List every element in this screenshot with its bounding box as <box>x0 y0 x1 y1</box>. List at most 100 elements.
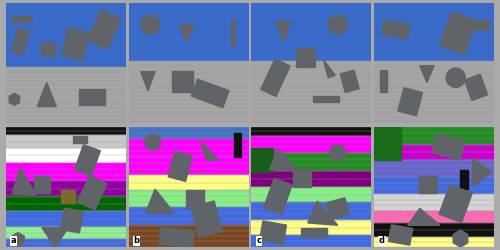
Polygon shape <box>159 228 194 247</box>
Bar <box>6 211 126 226</box>
Polygon shape <box>261 59 290 96</box>
Bar <box>128 126 248 138</box>
Bar <box>252 3 372 67</box>
Bar <box>128 61 248 124</box>
Bar <box>128 157 248 175</box>
Polygon shape <box>312 96 339 102</box>
Polygon shape <box>475 20 489 30</box>
Bar <box>252 235 372 247</box>
Polygon shape <box>191 201 222 237</box>
Polygon shape <box>179 25 194 42</box>
Bar <box>6 135 126 148</box>
Polygon shape <box>11 16 32 22</box>
Text: b: b <box>134 236 140 246</box>
Bar <box>374 177 494 194</box>
Circle shape <box>140 15 160 34</box>
Bar <box>252 153 372 171</box>
Polygon shape <box>432 134 465 160</box>
Polygon shape <box>37 82 56 106</box>
Polygon shape <box>12 28 30 55</box>
Bar <box>6 181 126 196</box>
Polygon shape <box>270 148 297 170</box>
Bar <box>6 238 126 247</box>
Polygon shape <box>460 170 468 189</box>
Bar <box>252 220 372 235</box>
Polygon shape <box>388 225 412 245</box>
Polygon shape <box>234 132 241 157</box>
Polygon shape <box>340 70 359 92</box>
Bar <box>252 61 372 124</box>
Polygon shape <box>264 178 292 214</box>
Polygon shape <box>440 12 476 55</box>
Bar <box>374 194 494 211</box>
Polygon shape <box>419 176 437 193</box>
Polygon shape <box>79 89 106 105</box>
Circle shape <box>328 15 347 34</box>
Polygon shape <box>230 19 235 45</box>
Bar <box>128 190 248 207</box>
Polygon shape <box>34 176 50 193</box>
Polygon shape <box>40 42 55 56</box>
Polygon shape <box>192 79 229 108</box>
Bar <box>374 237 494 247</box>
Text: a: a <box>11 236 16 246</box>
Bar <box>6 148 126 163</box>
Bar <box>128 3 248 67</box>
Polygon shape <box>380 70 388 92</box>
Polygon shape <box>453 230 468 247</box>
Polygon shape <box>464 74 487 101</box>
Polygon shape <box>74 145 101 176</box>
Bar <box>252 187 372 202</box>
Bar <box>6 163 126 181</box>
Polygon shape <box>296 48 315 67</box>
Polygon shape <box>260 221 286 244</box>
Bar <box>252 136 372 153</box>
Polygon shape <box>9 93 20 106</box>
Bar <box>252 171 372 187</box>
Polygon shape <box>62 27 90 61</box>
Polygon shape <box>12 232 24 247</box>
Polygon shape <box>382 20 410 39</box>
Polygon shape <box>439 185 472 222</box>
Polygon shape <box>472 158 492 187</box>
Bar <box>374 223 494 237</box>
Polygon shape <box>12 168 36 195</box>
Bar <box>128 207 248 225</box>
Polygon shape <box>172 71 193 92</box>
Text: c: c <box>256 236 262 246</box>
Polygon shape <box>140 72 155 91</box>
Polygon shape <box>60 208 83 233</box>
Polygon shape <box>420 66 434 82</box>
Bar <box>374 211 494 223</box>
Polygon shape <box>300 228 327 237</box>
Polygon shape <box>42 228 68 247</box>
Polygon shape <box>326 198 349 219</box>
Bar <box>374 160 494 177</box>
Polygon shape <box>398 88 422 116</box>
Polygon shape <box>186 190 204 208</box>
Bar <box>6 67 126 124</box>
Bar <box>374 126 400 160</box>
Polygon shape <box>324 60 336 78</box>
Bar <box>6 196 126 211</box>
Polygon shape <box>146 189 174 213</box>
Bar <box>6 226 126 238</box>
Polygon shape <box>61 190 76 203</box>
Bar <box>374 3 494 67</box>
Polygon shape <box>73 136 88 143</box>
Circle shape <box>446 68 466 87</box>
Bar <box>6 126 126 135</box>
Bar <box>252 126 372 136</box>
Polygon shape <box>78 176 107 210</box>
Bar <box>374 126 494 144</box>
Text: d: d <box>379 236 385 246</box>
Polygon shape <box>408 208 440 225</box>
Polygon shape <box>276 21 291 42</box>
Polygon shape <box>330 145 345 161</box>
Bar <box>128 175 248 190</box>
Bar <box>128 138 248 157</box>
Polygon shape <box>168 151 192 182</box>
Bar <box>128 225 248 247</box>
Polygon shape <box>293 169 311 187</box>
Bar <box>374 144 494 160</box>
